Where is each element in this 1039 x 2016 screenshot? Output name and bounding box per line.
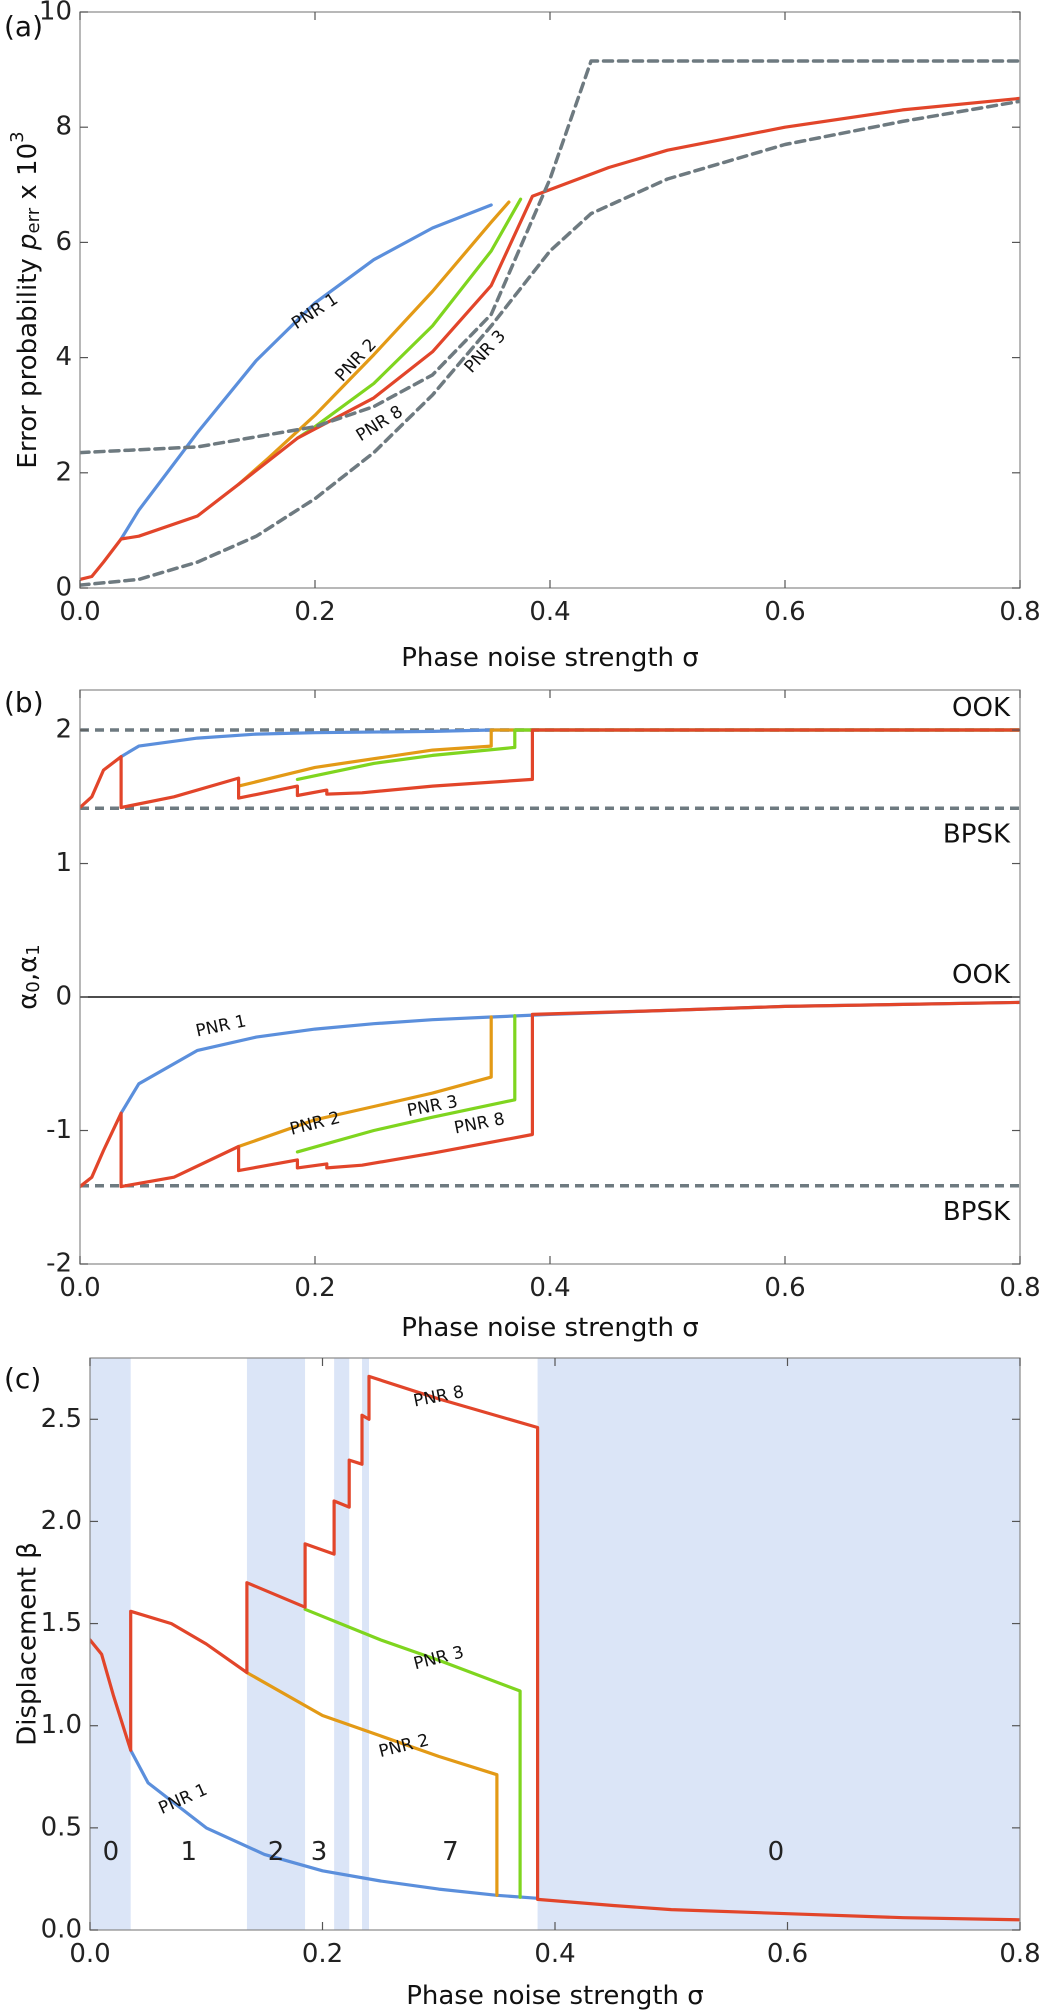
x-axis-title: Phase noise strength σ bbox=[401, 643, 699, 673]
x-tick-label: 0.6 bbox=[767, 1939, 808, 1969]
shaded-region-1 bbox=[246, 1358, 306, 1930]
x-tick-label: 0.2 bbox=[294, 597, 335, 627]
panel-letter: (c) bbox=[4, 1362, 41, 1395]
series-line-pnr-1 bbox=[129, 1748, 540, 1900]
series-line-pnr-2 bbox=[237, 1015, 493, 1149]
curve-label-pnr-2: PNR 2 bbox=[331, 335, 380, 386]
shaded-region-0 bbox=[90, 1358, 131, 1930]
panel-b: OOK BPSK OOK BPSK 0.0 0.2 0.4 0.6 0.8 -2 -1 0 1 2 (b) P… bbox=[4, 686, 1039, 1343]
plot-area bbox=[80, 728, 1020, 1189]
series-line-pnr-8 bbox=[80, 1000, 1020, 1189]
y-tick-label: 2.5 bbox=[41, 1404, 82, 1434]
series-line-reference-4 bbox=[80, 59, 1020, 455]
y-tick-label: -2 bbox=[46, 1249, 72, 1279]
y-axis-title: Displacement β bbox=[13, 1542, 43, 1746]
panel-c: 0 1 2 3 7 0 0.0 0.2 0.4 0.6 0.8 0.0 0.5 1.0 1.5 2.0 2.5(… bbox=[4, 1357, 1039, 2011]
x-tick-label: 0.8 bbox=[999, 1939, 1039, 1969]
plot-frame bbox=[79, 11, 1021, 589]
y-tick-label: 6 bbox=[55, 227, 72, 257]
x-tick-label: 0.2 bbox=[294, 1273, 335, 1303]
curve-label-pnr-1: PNR 1 bbox=[288, 289, 342, 334]
series-line-pnr-8 bbox=[80, 96, 1020, 582]
series-line-pnr-2 bbox=[237, 728, 1020, 788]
y-tick-label: -1 bbox=[46, 1115, 72, 1145]
curve-label-pnr-3: PNR 3 bbox=[412, 1642, 466, 1674]
x-tick-label: 0.0 bbox=[59, 1273, 100, 1303]
region-label: 1 bbox=[181, 1837, 198, 1867]
plot-area bbox=[80, 59, 1020, 587]
x-tick-label: 0.0 bbox=[69, 1939, 110, 1969]
series-line-pnr-3 bbox=[303, 1607, 522, 1899]
y-tick-label: 0 bbox=[55, 982, 72, 1012]
y-tick-label: 1.5 bbox=[41, 1608, 82, 1638]
y-tick-label: 2.0 bbox=[41, 1506, 82, 1536]
curve-label-pnr-8: PNR 8 bbox=[353, 402, 407, 446]
y-tick-label: 2 bbox=[55, 715, 72, 745]
y-axis-title: α0,α1 bbox=[13, 944, 45, 1009]
reference-label-ook: OOK bbox=[952, 960, 1011, 990]
curve-label-pnr-8: PNR 8 bbox=[453, 1109, 507, 1138]
series-line-pnr-2 bbox=[237, 200, 511, 486]
region-label: 2 bbox=[268, 1837, 285, 1867]
curve-label-pnr-8: PNR 8 bbox=[412, 1382, 466, 1411]
x-tick-label: 0.0 bbox=[59, 597, 100, 627]
region-label: 0 bbox=[103, 1837, 120, 1867]
x-tick-label: 0.4 bbox=[534, 1939, 575, 1969]
x-tick-label: 0.4 bbox=[529, 597, 570, 627]
panel-letter: (b) bbox=[4, 686, 44, 719]
curve-label-pnr-2: PNR 2 bbox=[288, 1108, 342, 1140]
y-tick-label: 0 bbox=[55, 573, 72, 603]
panel-a: 0.0 0.2 0.4 0.6 0.8 0 2 4 6 8 10(a) Phase noise str… bbox=[4, 0, 1039, 673]
y-tick-label: 1 bbox=[55, 848, 72, 878]
y-tick-label: 1.0 bbox=[41, 1710, 82, 1740]
shaded-region-3 bbox=[362, 1358, 369, 1930]
y-tick-label: 0.0 bbox=[41, 1915, 82, 1945]
y-tick-label: 0.5 bbox=[41, 1812, 82, 1842]
series-line-pnr-8 bbox=[90, 1374, 1020, 1922]
shaded-region-2 bbox=[334, 1358, 350, 1930]
series-line-reference-5 bbox=[80, 99, 1020, 587]
panel-letter: (a) bbox=[4, 10, 43, 43]
region-label: 7 bbox=[442, 1837, 459, 1867]
x-axis-title: Phase noise strength σ bbox=[406, 1981, 704, 2011]
curve-label-pnr-2: PNR 2 bbox=[377, 1730, 431, 1762]
y-axis-title: Error probability perr x 103 bbox=[7, 131, 44, 468]
y-tick-label: 4 bbox=[55, 342, 72, 372]
plot-area bbox=[90, 1358, 1020, 1930]
reference-label-ook: OOK bbox=[952, 693, 1011, 723]
x-axis-title: Phase noise strength σ bbox=[401, 1313, 699, 1343]
region-label: 3 bbox=[311, 1837, 328, 1867]
curve-label-pnr-1: PNR 1 bbox=[194, 1011, 248, 1041]
reference-label-bpsk: BPSK bbox=[943, 1197, 1011, 1227]
y-tick-label: 8 bbox=[55, 112, 72, 142]
reference-label-bpsk: BPSK bbox=[943, 819, 1011, 849]
series-line-pnr-3 bbox=[295, 1014, 517, 1154]
curve-label-pnr-1: PNR 1 bbox=[156, 1780, 211, 1819]
y-tick-label: 2 bbox=[55, 457, 72, 487]
series-line-pnr-1 bbox=[119, 1000, 1020, 1115]
shaded-region-4 bbox=[537, 1358, 1020, 1930]
x-tick-label: 0.2 bbox=[302, 1939, 343, 1969]
series-line-pnr-2 bbox=[245, 1670, 499, 1897]
y-tick-label: 10 bbox=[39, 0, 72, 27]
x-tick-label: 0.8 bbox=[999, 597, 1039, 627]
x-tick-label: 0.8 bbox=[999, 1273, 1039, 1303]
series-line-pnr-1 bbox=[119, 203, 493, 541]
x-tick-label: 0.6 bbox=[764, 597, 805, 627]
x-tick-label: 0.4 bbox=[529, 1273, 570, 1303]
region-label: 0 bbox=[768, 1837, 785, 1867]
plot-frame bbox=[79, 689, 1021, 1265]
series-line-pnr-8 bbox=[80, 728, 1020, 810]
series-line-pnr-1 bbox=[119, 728, 1020, 759]
x-tick-label: 0.6 bbox=[764, 1273, 805, 1303]
